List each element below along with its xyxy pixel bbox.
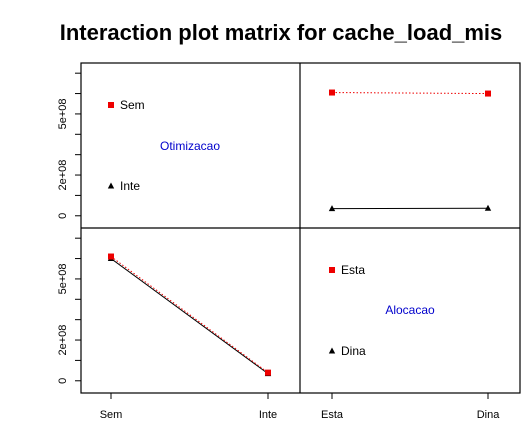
x-axis-left: Sem Inte xyxy=(100,393,277,421)
legend-marker-sem xyxy=(108,102,114,108)
x-tick-label: Inte xyxy=(259,409,277,421)
data-point-sem xyxy=(485,90,491,97)
legend-marker-dina xyxy=(328,347,336,354)
legend-marker-esta xyxy=(329,267,335,273)
data-point-esta xyxy=(265,369,271,376)
legend-marker-inte xyxy=(107,182,115,189)
x-tick-label: Sem xyxy=(100,409,123,421)
legend-label-inte: Inte xyxy=(120,179,140,193)
legend-panel-top-left: Sem Inte Otimizacao xyxy=(120,98,220,193)
y-tick-label: 2e+08 xyxy=(57,160,69,191)
y-tick-label: 5e+08 xyxy=(57,98,69,129)
legend-label-esta: Esta xyxy=(341,263,365,277)
factor-name-alocacao: Alocacao xyxy=(385,303,435,317)
legend-label-dina: Dina xyxy=(341,344,366,358)
series-line-esta xyxy=(110,256,269,374)
series-line-sem xyxy=(331,92,489,95)
y-axis-bottom: 0 2e+08 5e+08 xyxy=(57,237,81,384)
data-point-sem xyxy=(329,89,335,96)
data-point-esta xyxy=(108,253,114,260)
y-tick-label: 5e+08 xyxy=(57,263,69,294)
chart-title: Interaction plot matrix for cache_load_m… xyxy=(60,20,503,45)
y-axis-top: 0 2e+08 5e+08 xyxy=(57,72,81,219)
panel-top-right xyxy=(331,92,489,210)
x-axis-right: Esta Dina xyxy=(321,393,500,421)
legend-panel-bottom-right: Esta Dina Alocacao xyxy=(341,263,435,358)
y-tick-label: 2e+08 xyxy=(57,325,69,356)
x-tick-label: Dina xyxy=(477,409,501,421)
data-point-inte xyxy=(328,205,336,212)
legend-label-sem: Sem xyxy=(120,98,145,112)
panels-layer: 0 2e+08 5e+08 0 2e+08 5e+08 Sem Inte Esta Dina Sem… xyxy=(57,62,521,421)
x-tick-label: Esta xyxy=(321,409,344,421)
factor-name-otimizacao: Otimizacao xyxy=(160,139,220,153)
y-tick-label: 0 xyxy=(57,378,69,384)
series-line-dina xyxy=(110,258,269,375)
panel-bottom-left xyxy=(110,256,269,375)
y-tick-label: 0 xyxy=(57,213,69,219)
data-point-inte xyxy=(484,204,492,211)
